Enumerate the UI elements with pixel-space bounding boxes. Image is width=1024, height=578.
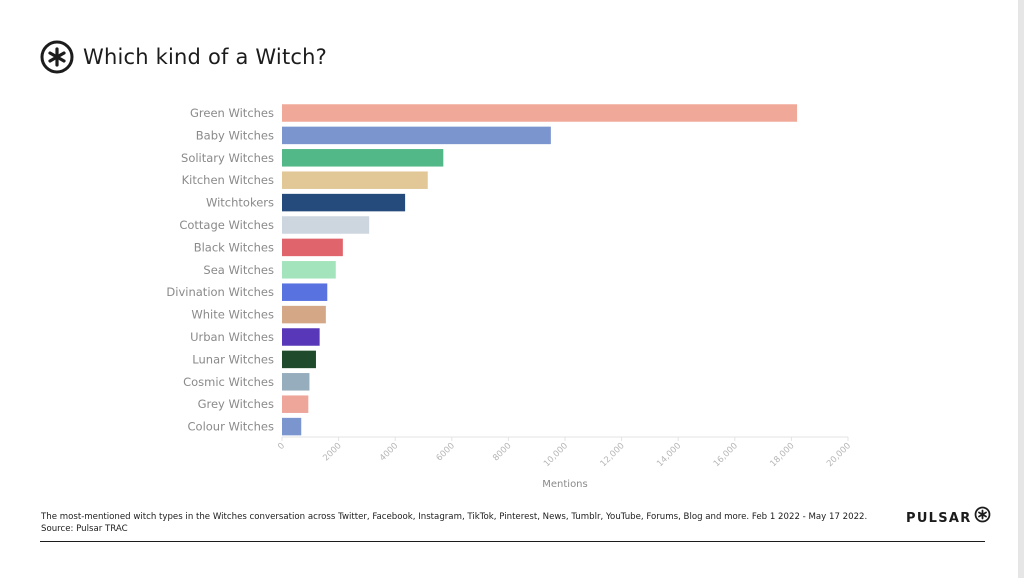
- bar: [282, 373, 310, 391]
- category-label: Colour Witches: [188, 420, 274, 434]
- bar: [282, 328, 320, 346]
- tick-label: 14,000: [655, 441, 683, 469]
- tick-label: 12,000: [599, 441, 627, 469]
- tick-label: 6000: [435, 441, 457, 463]
- tick-label: 2000: [321, 441, 343, 463]
- chart-source: Source: Pulsar TRAC: [41, 524, 128, 534]
- category-label: Cottage Witches: [179, 218, 274, 232]
- x-axis-ticks: 0 2000 4000 6000 8000 10,000 12,000 14,000 16,00…: [276, 437, 853, 469]
- bar: [282, 149, 444, 167]
- tick-label: 18,000: [768, 441, 796, 469]
- scrollbar-track: [1018, 0, 1024, 578]
- brand-logo: PULSAR: [906, 506, 991, 526]
- category-label: Urban Witches: [190, 330, 274, 344]
- tick-label: 8000: [491, 441, 513, 463]
- category-labels: Green Witches Baby Witches Solitary Witche…: [166, 106, 274, 434]
- bar: [282, 193, 406, 212]
- category-label: Baby Witches: [196, 128, 274, 142]
- footer-divider: [40, 541, 985, 542]
- asterisk-circle-icon: [40, 40, 74, 74]
- chart-description: The most-mentioned witch types in the Wi…: [41, 512, 868, 522]
- chart-footer: The most-mentioned witch types in the Wi…: [41, 511, 867, 535]
- brand-name: PULSAR: [906, 511, 972, 526]
- tick-label: 20,000: [825, 441, 853, 469]
- category-label: Black Witches: [194, 240, 274, 254]
- bars: [282, 104, 798, 436]
- bar: [282, 238, 343, 257]
- category-label: Lunar Witches: [192, 352, 274, 366]
- tick-label: 10,000: [542, 441, 570, 469]
- bar: [282, 171, 428, 189]
- bar: [282, 305, 326, 324]
- chart-header: Which kind of a Witch?: [40, 40, 327, 74]
- bar: [282, 395, 309, 413]
- category-label: White Witches: [191, 308, 274, 322]
- tick-label: 16,000: [712, 441, 740, 469]
- page-title: Which kind of a Witch?: [83, 45, 327, 69]
- category-label: Green Witches: [190, 106, 274, 120]
- bar: [282, 261, 336, 279]
- bar: [282, 216, 370, 234]
- category-label: Witchtokers: [206, 196, 274, 210]
- category-label: Sea Witches: [203, 263, 274, 277]
- bar-chart: Green Witches Baby Witches Solitary Witche…: [166, 104, 853, 490]
- bar: [282, 126, 551, 145]
- asterisk-circle-icon: [974, 506, 990, 523]
- bar: [282, 104, 798, 122]
- tick-label: 0: [276, 441, 287, 452]
- category-label: Cosmic Witches: [183, 375, 274, 389]
- bar: [282, 350, 316, 369]
- tick-label: 4000: [378, 441, 400, 463]
- category-label: Solitary Witches: [181, 151, 274, 165]
- bar: [282, 283, 328, 301]
- bar: [282, 417, 302, 436]
- category-label: Kitchen Witches: [182, 173, 274, 187]
- category-label: Divination Witches: [166, 285, 274, 299]
- category-label: Grey Witches: [198, 397, 274, 411]
- x-axis-label: Mentions: [542, 479, 587, 490]
